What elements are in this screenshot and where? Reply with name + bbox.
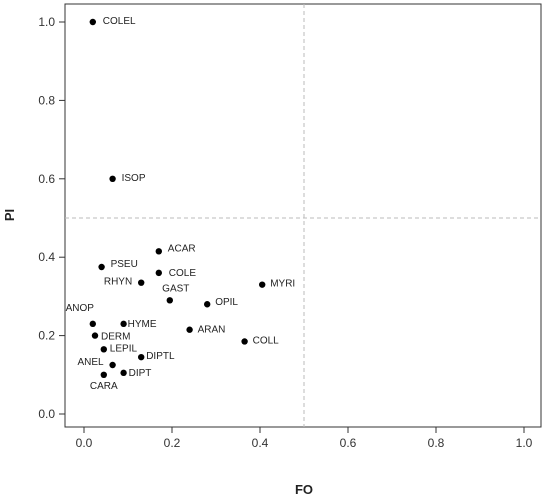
point-label-acar: ACAR [168,243,196,254]
point-label-cole: COLE [169,268,197,279]
point-label-coll: COLL [253,335,280,346]
point-opil [204,301,211,308]
point-label-gast: GAST [162,283,189,294]
point-label-aran: ARAN [198,325,226,336]
point-rhyn [138,279,145,286]
x-axis-title: FO [295,482,313,497]
point-aran [186,326,193,333]
x-tick-label: 0.6 [340,436,357,450]
y-tick-label: 0.2 [38,329,55,343]
point-label-anop: ANOP [66,303,95,314]
point-label-lepil: LEPIL [110,343,138,354]
point-label-isop: ISOP [122,173,146,184]
point-colel [89,18,97,26]
point-anop [89,320,97,328]
x-tick-label: 1.0 [516,436,533,450]
y-tick-label: 0.0 [38,407,55,421]
point-label-diptl: DIPTL [146,351,175,362]
point-label-anel: ANEL [77,357,104,368]
point-coll [241,338,248,345]
point-label-opil: OPIL [215,297,238,308]
y-tick-label: 0.6 [38,172,55,186]
point-label-rhyn: RHYN [104,277,132,288]
point-label-dipt: DIPT [129,368,152,379]
point-label-pseu: PSEU [111,259,138,270]
point-derm [91,332,99,339]
point-label-myri: MYRI [270,279,295,290]
point-cole [155,269,162,277]
point-label-hyme: HYME [128,319,157,330]
point-label-derm: DERM [101,332,130,343]
y-tick-label: 0.8 [38,93,55,107]
point-cara [100,371,108,378]
point-label-cara: CARA [90,381,118,392]
point-diptl [138,353,145,361]
y-axis: 0.0 0.2 0.4 0.6 0.8 1.0 [38,15,65,421]
point-hyme [120,320,127,328]
point-anel [109,361,116,369]
x-tick-label: 0.8 [428,436,445,450]
point-lepil [100,346,108,353]
x-tick-label: 0.2 [164,436,181,450]
y-tick-label: 0.4 [38,250,55,264]
x-tick-label: 0.4 [252,436,269,450]
point-gast [166,297,173,304]
point-isop [109,175,116,182]
point-label-colel: COLEL [103,16,136,27]
data-points: COLEL ISOP ACAR PSEU COLE RHYN MYRI GAST OPIL ANO… [66,16,296,392]
y-axis-title: PI [2,209,17,221]
point-pseu [98,263,105,271]
point-acar [155,248,162,255]
point-myri [259,281,266,288]
y-tick-label: 1.0 [38,15,55,29]
point-dipt [120,369,127,377]
plot-frame [64,3,542,428]
x-tick-label: 0.0 [76,436,93,450]
x-axis: 0.0 0.2 0.4 0.6 0.8 1.0 [76,427,533,450]
